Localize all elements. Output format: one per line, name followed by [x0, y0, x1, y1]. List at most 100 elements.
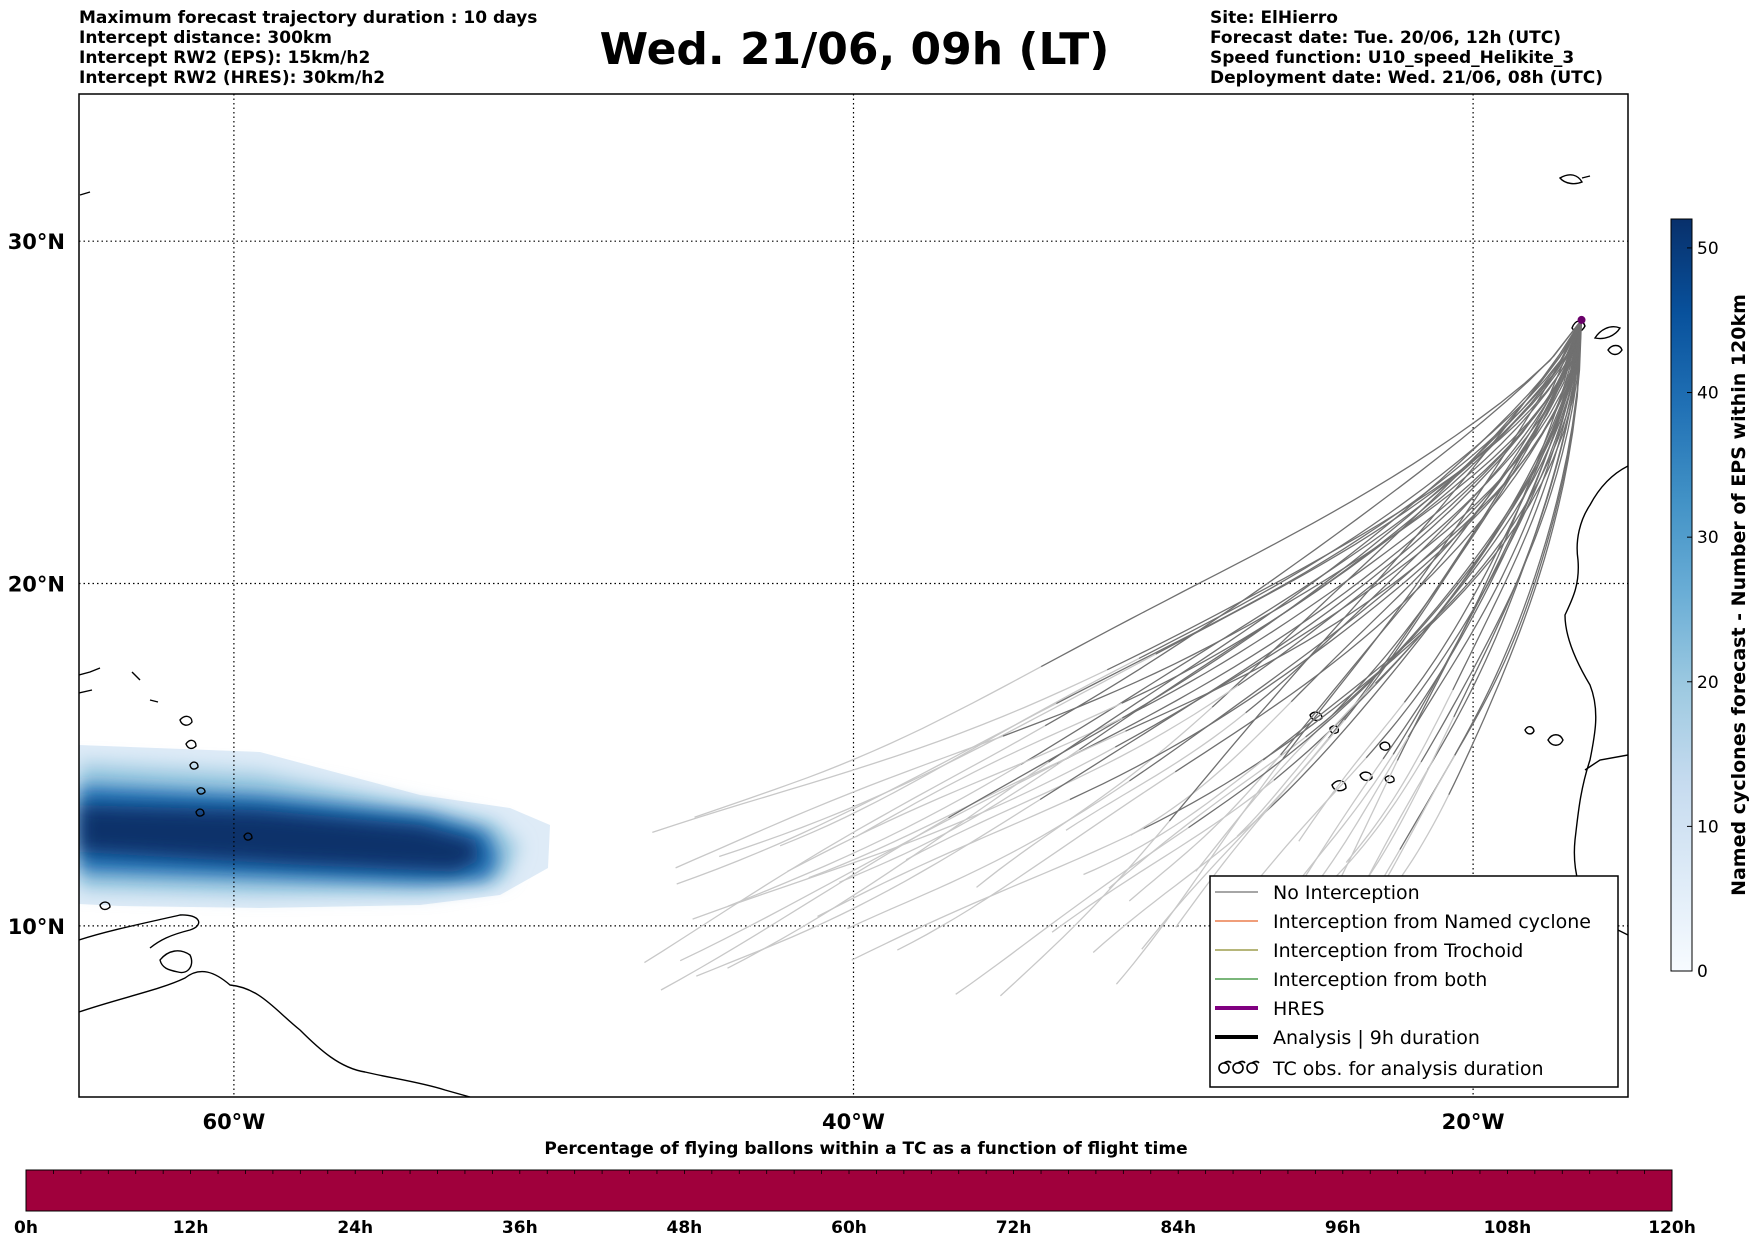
island-cape-verde — [1384, 775, 1395, 784]
header-right-line: Deployment date: Wed. 21/06, 08h (UTC) — [1210, 68, 1604, 88]
trajectory-late — [1175, 719, 1346, 928]
legend-frame — [1209, 875, 1619, 1088]
trajectory-late — [1312, 736, 1409, 889]
legend-item-no-interception: No Interception — [1215, 882, 1420, 904]
island-trinidad — [159, 950, 193, 974]
header-left-line: Maximum forecast trajectory duration : 1… — [79, 8, 538, 28]
flight-time-tick-label: 120h — [1648, 1218, 1696, 1238]
trajectory-early — [1056, 319, 1583, 705]
trajectory-late — [1051, 779, 1275, 933]
legend-label: TC obs. for analysis duration — [1272, 1058, 1544, 1080]
trajectory-early — [1188, 319, 1583, 829]
flight-time-tick-label: 96h — [1325, 1218, 1361, 1238]
trajectory-late — [905, 684, 1239, 861]
island-lesser-antilles — [195, 808, 205, 817]
island-hispaniola — [79, 689, 93, 694]
header-right-line: Forecast date: Tue. 20/06, 12h (UTC) — [1210, 28, 1561, 48]
legend-label: Interception from Named cyclone — [1273, 911, 1591, 933]
flight-time-tick-label: 60h — [831, 1218, 867, 1238]
legend-item-hres: HRES — [1215, 998, 1325, 1020]
trajectory-late — [696, 798, 1041, 977]
trajectory-early — [1365, 319, 1583, 759]
trajectory-late — [692, 746, 1116, 920]
trajectory-early — [1106, 319, 1583, 671]
island-cape-verde — [1524, 726, 1535, 735]
trajectory-late — [644, 725, 1046, 964]
trajectory-early — [1343, 319, 1583, 721]
flight-time-bar-fill — [25, 1169, 1673, 1212]
trajectory-early — [948, 319, 1583, 819]
island-lesser-antilles — [189, 761, 199, 770]
tc-symbol-icon — [1218, 1060, 1260, 1074]
trajectory-early — [1138, 319, 1583, 659]
trajectory-late — [1083, 759, 1264, 876]
island-abc — [99, 901, 111, 911]
header-left-line: Intercept distance: 300km — [79, 28, 332, 48]
trajectory-late — [955, 827, 1189, 995]
flight-time-tick-label: 48h — [667, 1218, 703, 1238]
trajectory-early — [1168, 319, 1583, 822]
trajectory-late — [779, 657, 1140, 847]
lon-label: 60°W — [202, 1110, 265, 1134]
trajectory-early — [1448, 319, 1583, 795]
island-cape-verde — [1359, 771, 1373, 782]
legend-item-named-cyclone: Interception from Named cyclone — [1215, 911, 1591, 933]
colorbar-ticks: 0 10 20 30 40 50 — [1687, 239, 1719, 982]
legend-item-both: Interception from both — [1215, 969, 1487, 991]
flight-time-tick-label: 84h — [1160, 1218, 1196, 1238]
flight-time-bar-title: Percentage of flying ballons within a TC… — [544, 1139, 1187, 1159]
island-lesser-antilles — [196, 787, 206, 795]
trajectory-late — [1298, 701, 1405, 842]
lon-label: 40°W — [822, 1110, 885, 1134]
colorbar-tick-label: 10 — [1697, 817, 1719, 837]
header-left-line: Intercept RW2 (HRES): 30km/h2 — [79, 68, 386, 88]
colorbar-tick-label: 40 — [1697, 384, 1719, 404]
trajectory-late — [727, 761, 1049, 969]
island-cape-verde — [1547, 734, 1564, 746]
trajectory-early — [1280, 319, 1583, 756]
flight-time-tick-label: 36h — [502, 1218, 538, 1238]
lat-label: 30°N — [8, 230, 65, 254]
trajectory-early — [1040, 319, 1583, 668]
latitude-labels: 30°N 20°N 10°N — [8, 230, 65, 939]
trajectory-early — [1454, 319, 1583, 756]
trajectory-early — [1079, 319, 1583, 751]
lat-label: 20°N — [8, 573, 65, 597]
trajectory-early — [1453, 319, 1583, 718]
trajectory-late — [976, 706, 1213, 888]
island-lesser-antilles — [149, 699, 159, 703]
trajectory-early — [1048, 319, 1583, 763]
flight-time-bar-ticks: 0h 12h 24h 36h 48h 60h 72h 84h 96h 108h 120h — [14, 1170, 1696, 1238]
header-left-line: Intercept RW2 (EPS): 15km/h2 — [79, 48, 371, 68]
colorbar: 0 10 20 30 40 50 Named cyclones forecast - Nu… — [1670, 218, 1750, 982]
trajectory-late — [855, 702, 1123, 838]
island-lesser-antilles — [185, 739, 197, 750]
trajectory-early — [1211, 319, 1583, 708]
legend-label: Interception from both — [1273, 969, 1487, 991]
header-info-left: Maximum forecast trajectory duration : 1… — [79, 8, 537, 88]
legend-item-analysis: Analysis | 9h duration — [1215, 1027, 1480, 1049]
map-frame — [78, 93, 1629, 1098]
trajectory-early — [1122, 319, 1583, 719]
flight-time-bar: Percentage of flying ballons within a TC… — [14, 1139, 1696, 1238]
map-area[interactable] — [78, 93, 1629, 1098]
lat-label: 10°N — [8, 915, 65, 939]
trajectory-late — [1128, 754, 1282, 902]
colorbar-tick-label: 0 — [1697, 962, 1708, 982]
trajectory-late — [694, 666, 1042, 818]
colorbar-title: Named cyclones forecast - Number of EPS … — [1728, 294, 1750, 896]
trajectory-early — [1403, 319, 1583, 703]
colorbar-tick-label: 50 — [1697, 239, 1719, 259]
colorbar-gradient — [1670, 218, 1693, 972]
trajectory-late — [1092, 818, 1259, 953]
map-title: Wed. 21/06, 09h (LT) — [599, 24, 1110, 75]
flight-time-tick-label: 0h — [14, 1218, 38, 1238]
longitude-labels: 60°W 40°W 20°W — [202, 1110, 1504, 1134]
trajectory-late — [851, 828, 1144, 961]
launch-site-marker — [1577, 315, 1586, 324]
trajectory-late — [896, 771, 1176, 951]
density-level-peak — [79, 805, 480, 872]
cyclone-density-field — [79, 745, 550, 908]
trajectory-early — [1002, 319, 1583, 737]
trajectory-early — [1407, 319, 1583, 738]
